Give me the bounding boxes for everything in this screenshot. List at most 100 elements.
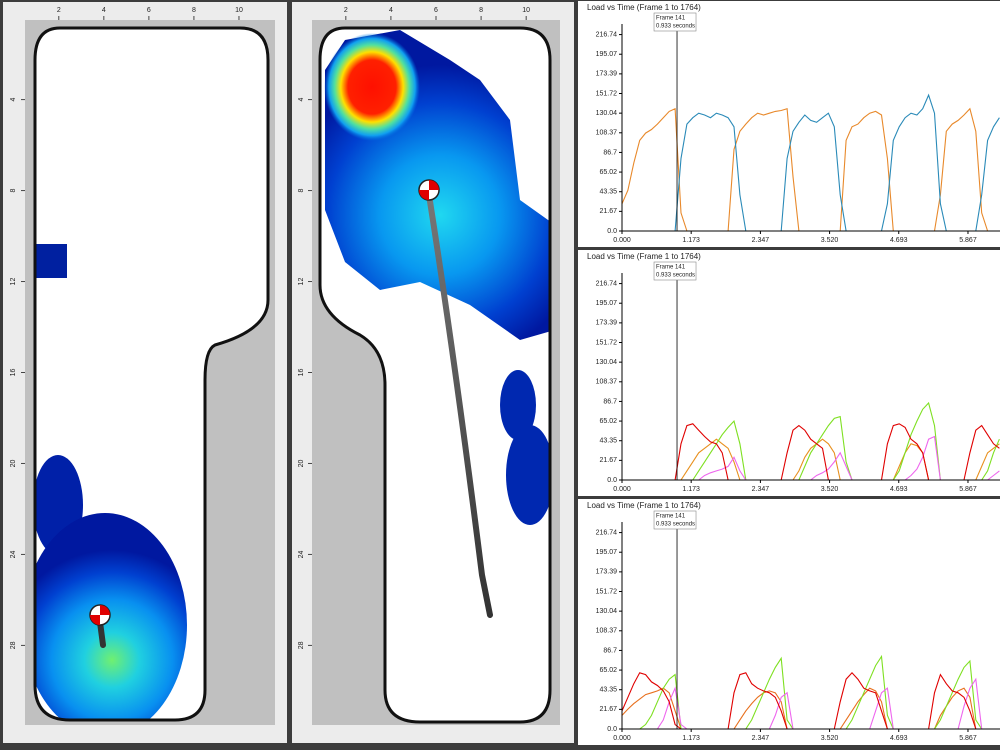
heat-blob [500, 370, 536, 440]
x-tick-label: 2 [344, 7, 348, 14]
cop-marker [418, 179, 440, 201]
y-tick-label: 195.07 [596, 300, 618, 307]
x-tick-label: 8 [192, 7, 196, 14]
y-tick-label: 65.02 [599, 169, 617, 176]
frame-marker-box [653, 261, 697, 281]
x-tick-label: 1.173 [682, 486, 700, 493]
y-tick-label: 8 [298, 189, 305, 193]
frame-label: Frame 141 [656, 16, 686, 22]
x-tick-label: 2.347 [752, 735, 770, 742]
x-tick-label: 3.520 [821, 237, 839, 244]
load-line [622, 93, 1000, 232]
y-tick-label: 195.07 [596, 549, 618, 556]
x-tick-label: 2.347 [752, 237, 770, 244]
x-tick-label: 0.000 [613, 735, 631, 742]
y-tick-label: 130.04 [596, 359, 618, 366]
y-tick-label: 86.7 [603, 398, 617, 405]
y-tick-label: 16 [10, 369, 17, 377]
time-label: 0.933 seconds [656, 24, 695, 30]
heat-blob [506, 425, 550, 525]
y-tick-label: 24 [298, 550, 305, 558]
chart-title: Load vs Time (Frame 1 to 1764) [587, 3, 701, 12]
y-tick-label: 65.02 [599, 667, 617, 674]
y-tick-label: 28 [10, 641, 17, 649]
x-tick-label: 4.693 [890, 486, 908, 493]
y-tick-label: 8 [10, 189, 17, 193]
y-tick-label: 173.39 [596, 71, 618, 78]
y-tick-label: 21.67 [599, 208, 617, 215]
y-tick-label: 21.67 [599, 706, 617, 713]
right-heatmap [324, 30, 550, 525]
x-tick-label: 10 [522, 7, 530, 14]
x-tick-label: 3.520 [821, 735, 839, 742]
chart-panel [578, 250, 1000, 496]
y-tick-label: 16 [298, 369, 305, 377]
y-tick-label: 43.35 [599, 687, 617, 694]
frame-label: Frame 141 [656, 265, 686, 271]
x-tick-label: 4 [102, 7, 106, 14]
time-label: 0.933 seconds [656, 522, 695, 528]
y-tick-label: 108.37 [596, 130, 618, 137]
y-tick-label: 216.74 [596, 529, 618, 536]
y-tick-label: 43.35 [599, 438, 617, 445]
frame-marker-box [653, 12, 697, 32]
y-tick-label: 108.37 [596, 628, 618, 635]
x-tick-label: 6 [147, 7, 151, 14]
time-label: 0.933 seconds [656, 273, 695, 279]
y-tick-label: 151.72 [596, 90, 618, 97]
x-tick-label: 1.173 [682, 735, 700, 742]
y-tick-label: 173.39 [596, 320, 618, 327]
cop-quadrant [429, 180, 439, 190]
frame-marker-box [653, 510, 697, 530]
cop-trail [97, 619, 106, 648]
chart-title: Load vs Time (Frame 1 to 1764) [587, 501, 701, 510]
y-tick-label: 0.0 [607, 726, 617, 733]
x-tick-label: 3.520 [821, 486, 839, 493]
x-tick-label: 5.867 [959, 735, 977, 742]
y-tick-label: 43.35 [599, 189, 617, 196]
cop-quadrant [100, 605, 110, 615]
heat-blob [35, 244, 67, 278]
y-tick-label: 195.07 [596, 51, 618, 58]
cop-quadrant [90, 615, 100, 625]
x-tick-label: 5.867 [959, 237, 977, 244]
x-tick-label: 4.693 [890, 237, 908, 244]
y-tick-label: 0.0 [607, 477, 617, 484]
x-tick-label: 0.000 [613, 486, 631, 493]
y-tick-label: 20 [298, 459, 305, 467]
x-tick-label: 4 [389, 7, 393, 14]
chart-panel [578, 499, 1000, 745]
chart-title: Load vs Time (Frame 1 to 1764) [587, 252, 701, 261]
y-tick-label: 12 [10, 278, 17, 286]
x-tick-label: 1.173 [682, 237, 700, 244]
y-tick-label: 130.04 [596, 110, 618, 117]
x-tick-label: 10 [235, 7, 243, 14]
chart-panel [578, 1, 1000, 247]
y-tick-label: 86.7 [603, 647, 617, 654]
y-tick-label: 21.67 [599, 457, 617, 464]
frame-label: Frame 141 [656, 514, 686, 520]
cop-marker [89, 604, 111, 626]
x-tick-label: 2.347 [752, 486, 770, 493]
x-tick-label: 4.693 [890, 735, 908, 742]
right-foot-outline [318, 26, 552, 724]
y-tick-label: 24 [10, 550, 17, 558]
y-tick-label: 216.74 [596, 31, 618, 38]
heat-blob [35, 513, 187, 720]
left-heatmap [35, 244, 187, 720]
x-tick-label: 0.000 [613, 237, 631, 244]
y-tick-label: 151.72 [596, 588, 618, 595]
y-tick-label: 173.39 [596, 569, 618, 576]
y-tick-label: 151.72 [596, 339, 618, 346]
y-tick-label: 108.37 [596, 379, 618, 386]
y-tick-label: 28 [298, 641, 305, 649]
y-tick-label: 86.7 [603, 149, 617, 156]
y-tick-label: 4 [298, 98, 305, 102]
left-foot-outline [33, 26, 270, 722]
x-tick-label: 6 [434, 7, 438, 14]
heat-blob [324, 33, 420, 141]
y-tick-label: 4 [10, 98, 17, 102]
y-tick-label: 216.74 [596, 280, 618, 287]
